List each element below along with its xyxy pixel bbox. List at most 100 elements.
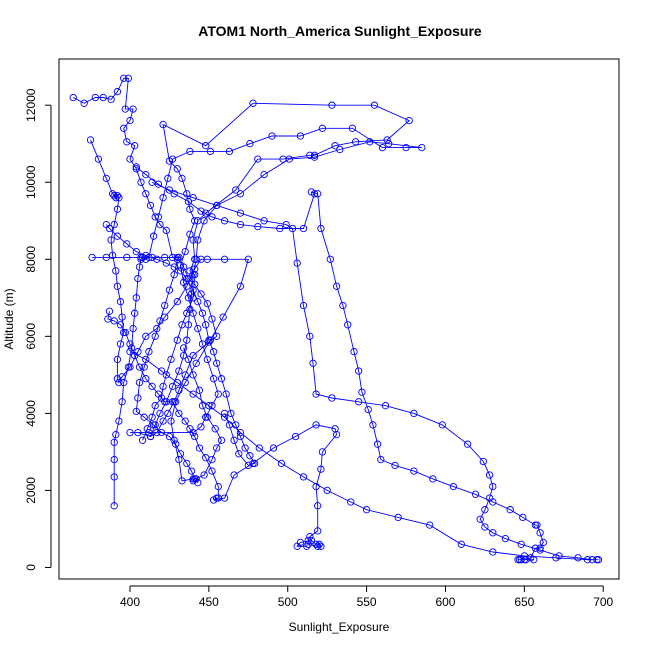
data-point [115,417,123,425]
y-tick-label: 0 [24,564,38,571]
data-point [485,471,494,479]
data-point [514,556,522,564]
data-point [138,436,147,444]
data-point [344,321,352,329]
data-point [241,444,249,452]
data-point [244,461,252,470]
data-point [373,440,382,448]
data-point [438,421,446,429]
y-tick-label: 2000 [24,477,38,504]
data-point [116,340,125,348]
data-point [331,142,339,150]
data-point [317,465,325,473]
data-point [191,432,199,441]
data-point [536,546,544,554]
data-point [244,255,252,263]
x-tick-label: 500 [278,595,298,609]
data-point [135,378,144,387]
data-point [151,332,159,340]
data-point [517,540,525,548]
data-point [132,247,140,256]
data-point [285,155,293,163]
data-point [80,99,88,107]
data-point [178,174,186,183]
data-point [184,355,193,364]
data-point [519,513,527,522]
data-point [142,355,150,364]
data-point [159,194,167,202]
data-point [205,402,213,410]
data-point [208,213,216,221]
data-point [536,544,544,552]
data-point [249,99,257,107]
data-point [176,267,185,275]
data-point [299,301,308,310]
data-point [291,432,300,441]
data-point [306,532,314,541]
data-point [214,482,222,491]
data-point [112,267,120,275]
x-tick-label: 650 [514,595,534,609]
data-point [222,390,230,398]
data-point [148,253,156,262]
data-point [202,454,210,462]
data-point [485,494,494,502]
y-tick-label: 12000 [24,88,38,122]
data-point [312,482,320,491]
data-point [189,236,197,244]
data-point [539,538,547,547]
data-point [178,477,186,485]
data-point [202,321,210,329]
data-point [113,232,122,240]
data-point [161,301,169,310]
data-point [369,421,377,429]
data-point [189,477,197,485]
data-point [197,290,205,298]
data-point [154,390,163,398]
data-point [88,253,96,262]
data-point [583,556,592,564]
data-point [230,471,238,479]
data-point [102,174,110,183]
data-point [203,299,211,308]
data-point [91,93,99,102]
data-point [317,224,325,233]
x-tick-label: 450 [199,595,219,609]
data-point [314,502,322,510]
data-point [217,375,226,383]
data-point [104,315,112,323]
data-point [254,222,262,231]
data-point [164,409,172,418]
data-point [209,496,218,504]
data-point [457,540,465,548]
data-point [121,328,129,337]
data-point [173,378,181,387]
data-point [339,301,347,310]
data-point [126,348,134,356]
series-line [107,311,338,547]
data-point [175,409,183,418]
data-point [118,398,126,406]
series-line [129,181,599,561]
data-point [107,236,115,244]
data-point [179,344,188,352]
data-point [449,482,458,491]
data-point [143,425,151,433]
data-point [189,371,197,379]
x-tick-label: 700 [593,595,613,609]
data-point [127,344,136,352]
data-point [471,490,480,498]
series-line [105,224,256,466]
data-point [153,428,161,437]
data-point [288,224,297,233]
data-point [159,382,167,391]
data-point [336,145,344,154]
data-point [113,375,122,383]
data-point [574,554,582,562]
data-point [142,332,150,340]
data-point [179,351,188,360]
data-point [293,259,301,267]
data-point [426,521,434,529]
data-point [120,378,128,387]
data-point [277,459,286,468]
